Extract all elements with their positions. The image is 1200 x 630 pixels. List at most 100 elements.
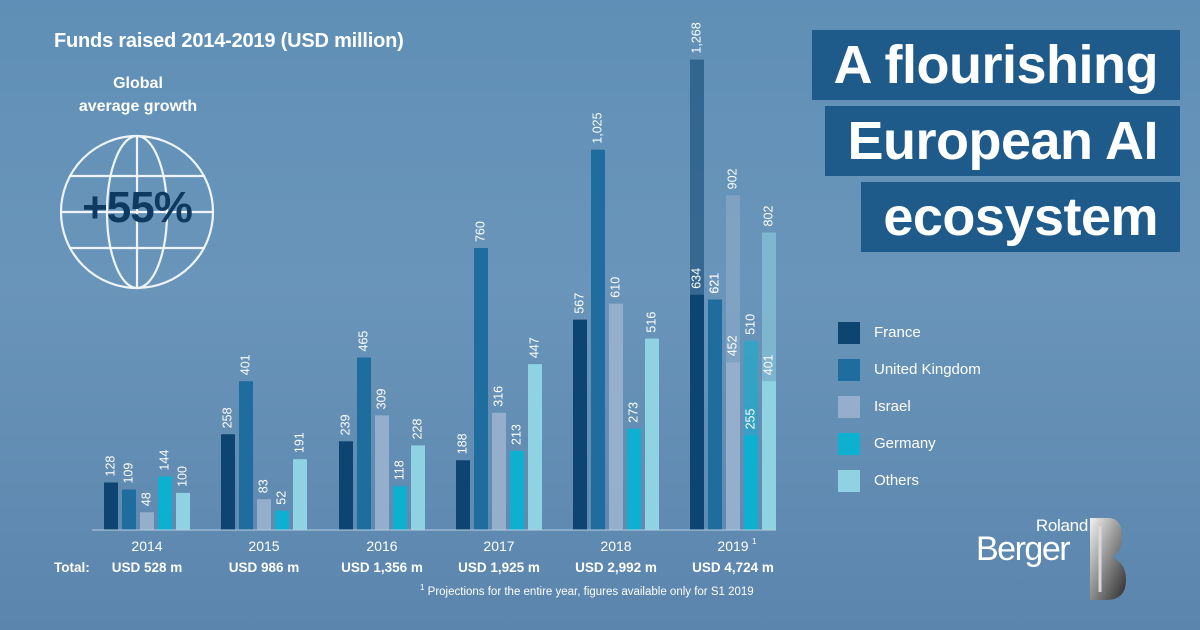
data-label-2016-0: 239 <box>338 414 352 435</box>
bar-2016-others <box>411 445 425 530</box>
totals-label: Total: <box>54 560 90 575</box>
data-label-projection-2019-4: 802 <box>761 206 775 227</box>
growth-label: Global average growth <box>58 72 218 118</box>
headline-line1: A flourishing <box>811 30 1180 100</box>
data-label-2016-4: 228 <box>410 419 424 440</box>
footnote-text: Projections for the entire year, figures… <box>427 585 754 598</box>
data-label-projection-2019-0: 1,268 <box>689 22 703 53</box>
legend-label: United Kingdom <box>874 361 981 378</box>
data-label-2014-2: 48 <box>139 492 153 506</box>
legend-swatch <box>838 432 860 455</box>
data-label-2019-0: 634 <box>689 268 703 289</box>
x-tick-label-2018: 2018 <box>600 538 631 554</box>
legend-label: Germany <box>874 435 936 452</box>
x-tick-label-2019: 2019 <box>717 538 748 554</box>
bar-2014-united-kingdom <box>122 489 136 530</box>
chart-legend: France United Kingdom Israel Germany Others <box>838 314 981 499</box>
bar-2018-united-kingdom <box>591 149 605 530</box>
data-label-2018-0: 567 <box>572 293 586 314</box>
data-label-2015-1: 401 <box>238 354 252 375</box>
data-label-2017-3: 213 <box>509 424 523 445</box>
bar-2017-israel <box>492 412 506 530</box>
logo-roland: Roland <box>1035 516 1088 535</box>
data-label-2018-1: 1,025 <box>590 112 604 143</box>
bar-2018-israel <box>609 303 623 530</box>
data-label-2018-4: 516 <box>644 312 658 333</box>
bar-2016-israel <box>375 415 389 530</box>
legend-item-israel: Israel <box>838 388 981 425</box>
data-label-2018-3: 273 <box>626 402 640 423</box>
x-tick-label-2015: 2015 <box>248 538 279 554</box>
data-label-2015-4: 191 <box>292 432 306 453</box>
data-label-2014-0: 128 <box>103 456 117 477</box>
logo-berger: Berger <box>976 530 1071 568</box>
logo-b-mark-icon <box>1090 518 1126 600</box>
legend-label: France <box>874 324 921 341</box>
bar-2018-germany <box>627 428 641 530</box>
headline-line3: ecosystem <box>861 182 1180 252</box>
data-label-2015-2: 83 <box>256 479 270 493</box>
data-label-projection-2019-2: 902 <box>725 168 739 189</box>
data-label-2016-2: 309 <box>374 388 388 409</box>
bar-2018-france <box>573 319 587 530</box>
chart-title: Funds raised 2014-2019 (USD million) <box>54 30 404 52</box>
globe-icon <box>59 134 215 290</box>
bar-2014-israel <box>140 512 154 530</box>
headline: A flourishing European AI ecosystem <box>811 30 1180 258</box>
data-label-2016-3: 118 <box>392 460 406 480</box>
bar-2017-others <box>528 364 542 530</box>
data-label-2019-2: 452 <box>725 335 739 356</box>
data-label-2014-4: 100 <box>175 466 189 487</box>
legend-swatch <box>838 321 860 344</box>
total-2018: USD 2,992 m <box>575 560 657 575</box>
bar-2019-germany <box>744 435 758 530</box>
growth-label-line2: average growth <box>78 98 198 115</box>
growth-value: +55% <box>82 183 193 232</box>
data-label-2014-3: 144 <box>157 450 171 471</box>
data-label-2017-2: 316 <box>491 386 505 407</box>
bar-2014-others <box>176 492 190 530</box>
data-label-2019-3: 255 <box>743 408 757 429</box>
bar-2015-israel <box>257 499 271 530</box>
bar-2017-france <box>456 460 470 530</box>
bar-2016-germany <box>393 486 407 530</box>
x-tick-superscript-2019: 1 <box>752 537 757 546</box>
total-2019: USD 4,724 m <box>692 560 774 575</box>
data-label-2017-4: 447 <box>527 337 541 358</box>
data-label-2014-1: 109 <box>121 463 135 484</box>
roland-berger-logo: Roland Berger <box>976 516 1150 602</box>
bar-2015-united-kingdom <box>239 381 253 530</box>
bar-2019-others <box>762 381 776 530</box>
bar-2015-france <box>221 434 235 530</box>
data-label-projection-2019-1: 621 <box>707 273 721 294</box>
growth-label-line1: Global <box>113 75 163 92</box>
bar-2019-united-kingdom <box>708 299 722 530</box>
data-label-2018-2: 610 <box>608 277 622 298</box>
data-label-2017-1: 760 <box>473 221 487 242</box>
data-label-2016-1: 465 <box>356 331 370 352</box>
data-label-2019-1: 621 <box>707 273 721 294</box>
legend-label: Others <box>874 472 920 489</box>
bar-2018-others <box>645 338 659 530</box>
legend-swatch <box>838 358 860 381</box>
bar-2017-united-kingdom <box>474 248 488 531</box>
legend-item-france: France <box>838 314 981 351</box>
total-2016: USD 1,356 m <box>341 560 423 575</box>
bar-2019-france <box>690 294 704 530</box>
legend-swatch <box>838 469 860 492</box>
bar-2014-germany <box>158 476 172 530</box>
data-label-2015-3: 52 <box>274 491 288 505</box>
total-2014: USD 528 m <box>112 560 183 575</box>
bar-2017-germany <box>510 450 524 530</box>
bar-2016-france <box>339 441 353 530</box>
x-tick-label-2017: 2017 <box>483 538 514 554</box>
legend-label: Israel <box>874 398 911 415</box>
x-tick-label-2014: 2014 <box>131 538 162 554</box>
legend-item-united-kingdom: United Kingdom <box>838 351 981 388</box>
legend-swatch <box>838 395 860 418</box>
data-label-2017-0: 188 <box>455 433 469 454</box>
legend-item-germany: Germany <box>838 425 981 462</box>
data-label-2015-0: 258 <box>220 407 234 428</box>
footnote-marker: 1 <box>420 583 425 592</box>
